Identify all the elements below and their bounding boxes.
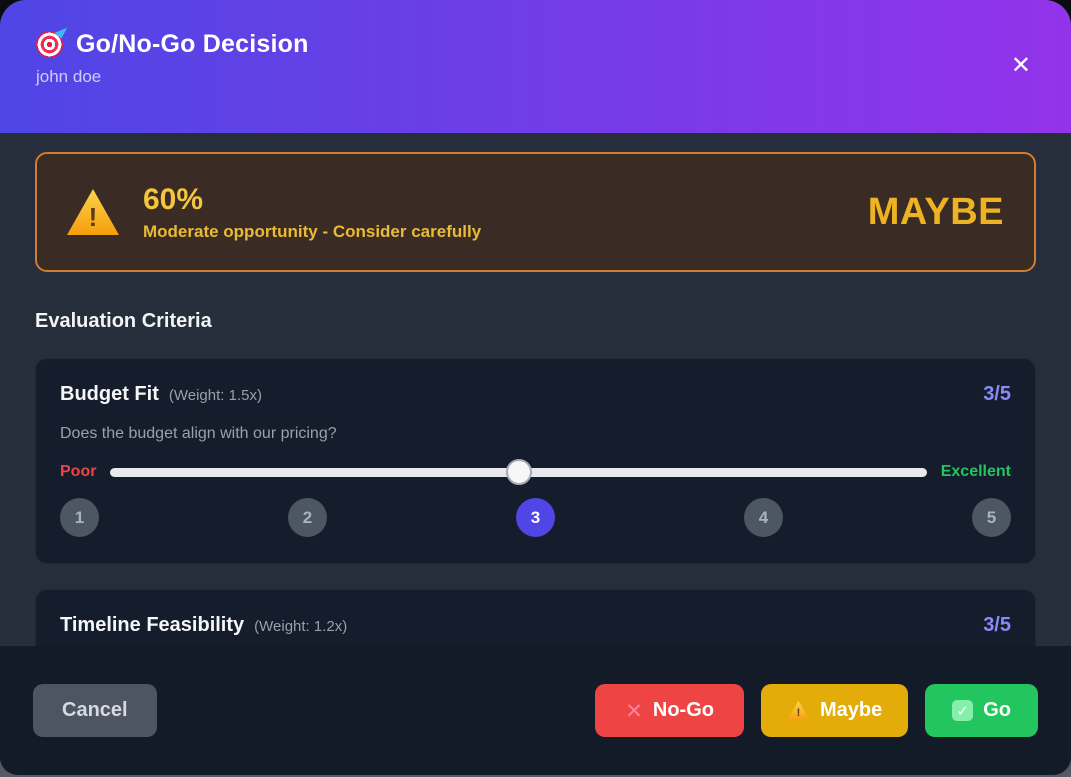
score-button-5[interactable]: 5 [972, 498, 1011, 537]
criterion-weight: (Weight: 1.2x) [254, 618, 348, 635]
cancel-button[interactable]: Cancel [33, 684, 157, 737]
modal-title: Go/No-Go Decision [76, 30, 309, 58]
criterion-card-timeline-feasibility: Timeline Feasibility (Weight: 1.2x) 3/5 [35, 589, 1036, 646]
score-slider[interactable] [110, 459, 927, 485]
target-icon [36, 31, 63, 58]
maybe-button[interactable]: ! Maybe [760, 684, 909, 737]
warning-triangle-icon: ! [67, 189, 119, 235]
score-percent: 60% [143, 182, 204, 216]
verdict-label: MAYBE [867, 190, 1004, 233]
nogo-button[interactable]: ✕ No-Go [595, 684, 744, 737]
criterion-name: Budget Fit [60, 383, 159, 405]
go-button-label: Go [983, 699, 1011, 721]
slider-min-label: Poor [60, 463, 97, 480]
maybe-button-label: Maybe [819, 699, 883, 721]
criterion-score: 3/5 [983, 614, 1011, 636]
score-button-3[interactable]: 3 [516, 498, 555, 537]
close-icon[interactable]: ✕ [1010, 51, 1031, 79]
result-banner: ! 60% Moderate opportunity - Consider ca… [35, 152, 1036, 272]
criterion-name: Timeline Feasibility [60, 614, 245, 636]
criterion-question: Does the budget align with our pricing? [60, 425, 337, 442]
criterion-card-budget-fit: Budget Fit (Weight: 1.5x) 3/5 Does the b… [35, 358, 1036, 564]
criterion-score: 3/5 [983, 383, 1011, 405]
check-mark-icon: ✓ [952, 700, 974, 721]
slider-max-label: Excellent [940, 463, 1011, 480]
slider-thumb[interactable] [505, 459, 532, 485]
modal-footer: Cancel ✕ No-Go ! Maybe ✓ Go [0, 646, 1071, 775]
score-button-4[interactable]: 4 [744, 498, 783, 537]
modal-subtitle: john doe [36, 67, 102, 86]
nogo-button-label: No-Go [652, 699, 714, 721]
go-button[interactable]: ✓ Go [925, 684, 1038, 737]
score-message: Moderate opportunity - Consider carefull… [143, 221, 482, 241]
criterion-weight: (Weight: 1.5x) [168, 387, 262, 404]
section-title: Evaluation Criteria [35, 310, 212, 332]
modal-content: ! 60% Moderate opportunity - Consider ca… [0, 133, 1071, 646]
score-button-1[interactable]: 1 [60, 498, 99, 537]
score-button-2[interactable]: 2 [288, 498, 327, 537]
cross-mark-icon: ✕ [625, 698, 643, 723]
modal-header: Go/No-Go Decision john doe ✕ [0, 0, 1071, 133]
warning-triangle-icon: ! [786, 700, 810, 721]
score-button-row: 1 2 3 4 5 [60, 498, 1011, 537]
